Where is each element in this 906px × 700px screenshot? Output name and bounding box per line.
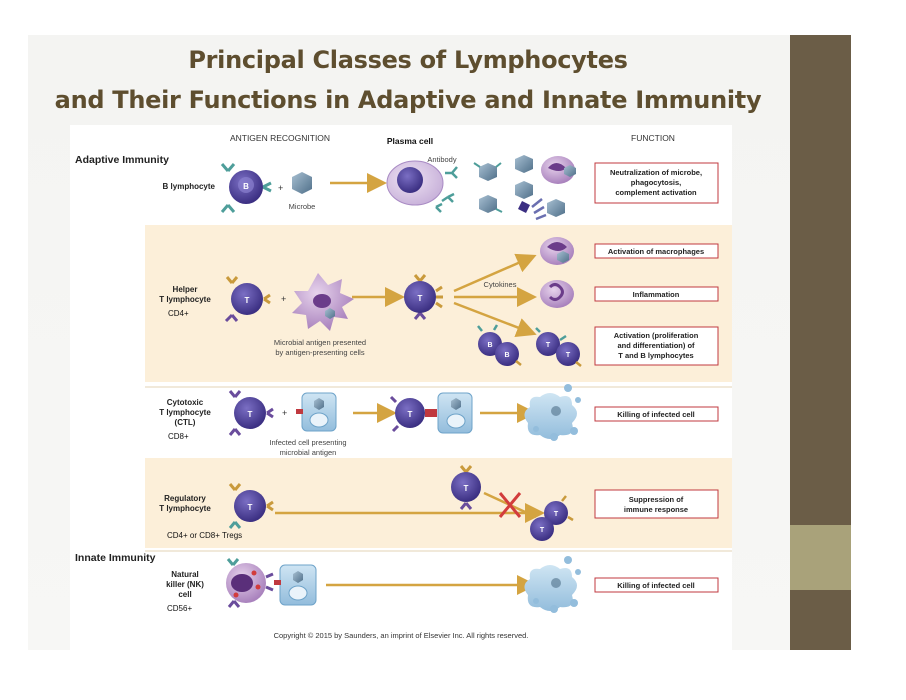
helper-label-line-2: T lymphocyte (159, 295, 211, 304)
treg-target-letter: T (464, 484, 469, 493)
helper-plus: + (281, 294, 286, 304)
ctl-marker: CD8+ (168, 432, 189, 441)
copyright-notice: Copyright © 2015 by Saunders, an imprint… (274, 631, 529, 640)
antibody-icons (435, 166, 458, 213)
b-microbe-label: Microbe (289, 202, 316, 211)
helper-function-3-line-3: T and B lymphocytes (618, 351, 693, 360)
helper-function-3-line-2: and differentiation) of (617, 341, 695, 350)
section-innate: Innate Immunity (75, 552, 156, 564)
treg-marker: CD4+ or CD8+ Tregs (167, 531, 242, 540)
helper-arrow-lymphocytes (453, 301, 537, 337)
helper-activated-letter: T (418, 294, 423, 303)
nk-function-box: Killing of infected cell (594, 577, 719, 593)
b-microbe (292, 172, 312, 194)
apc-caption-line-2: by antigen-presenting cells (275, 348, 364, 357)
nk-marker: CD56+ (167, 604, 192, 613)
helper-marker: CD4+ (168, 309, 189, 318)
helper-function-2: Inflammation (633, 290, 680, 299)
ctl-infected-caption-line-1: Infected cell presenting (269, 438, 346, 447)
nk-apoptotic-cell (524, 556, 581, 613)
helper-function-box-3: Activation (proliferation and differenti… (594, 326, 719, 366)
side-band-light (790, 525, 851, 590)
helper-cell-letter: T (245, 296, 250, 305)
ctl-conjugate: T (389, 392, 473, 434)
b-cell-letter: B (243, 182, 249, 191)
helper-b-letter-2: B (504, 352, 509, 359)
b-neutralized-microbes (473, 155, 533, 213)
helper-b-letter-1: B (487, 342, 492, 349)
treg-function-box: Suppression of immune response (594, 489, 719, 519)
helper-label-line-1: Helper (173, 285, 198, 294)
helper-function-3-line-1: Activation (proliferation (614, 331, 699, 340)
helper-t-cell: T (224, 276, 271, 323)
treg-cell: T (228, 483, 274, 529)
slide-title-line2: and Their Functions in Adaptive and Inna… (54, 86, 762, 114)
suppression-x-icon (498, 492, 522, 518)
ctl-label-line-1: Cytotoxic (167, 398, 204, 407)
b-lymphocyte-cell: B (220, 163, 272, 213)
b-function-line-2: phagocytosis, (631, 178, 681, 187)
ctl-label-line-2: T lymphocyte (159, 408, 211, 417)
inflammation-macrophage (540, 280, 574, 308)
apc-caption-line-1: Microbial antigen presented (274, 338, 366, 347)
ctl-infected-caption-line-2: microbial antigen (280, 448, 337, 457)
slide-title-line1: Principal Classes of Lymphocytes (188, 46, 628, 74)
side-band-dark-bottom (790, 590, 851, 650)
header-antigen-recognition: ANTIGEN RECOGNITION (230, 133, 330, 143)
b-function-line-1: Neutralization of microbe, (610, 168, 702, 177)
treg-label-line-1: Regulatory (164, 494, 206, 503)
helper-function-1: Activation of macrophages (608, 247, 704, 256)
helper-cytokines: Cytokines (484, 280, 517, 289)
nk-function: Killing of infected cell (617, 581, 695, 590)
helper-function-box-1: Activation of macrophages (594, 243, 719, 259)
treg-cell-letter: T (248, 503, 253, 512)
nk-infected-cell (274, 564, 317, 606)
b-complement (518, 198, 565, 221)
ctl-cell-letter: T (248, 410, 253, 419)
ctl-label-line-3: (CTL) (175, 418, 196, 427)
treg-suppressed-letter-2: T (540, 527, 545, 534)
side-band-dark-top (790, 35, 851, 525)
b-phagocyte (541, 156, 576, 184)
helper-arrow-macrophage (453, 253, 537, 293)
helper-t-letter-1: T (546, 342, 551, 349)
treg-suppressed-letter-1: T (554, 511, 559, 518)
b-antibody-label: Antibody (427, 155, 456, 164)
plasma-cell (386, 160, 444, 206)
treg-label-line-2: T lymphocyte (159, 504, 211, 513)
nk-label-line-2: killer (NK) (166, 580, 204, 589)
treg-function-line-1: Suppression of (629, 495, 684, 504)
header-function: FUNCTION (631, 133, 675, 143)
b-row-label: B lymphocyte (163, 182, 216, 191)
b-function-line-3: complement activation (615, 188, 697, 197)
helper-function-box-2: Inflammation (594, 286, 719, 302)
helper-t-letter-2: T (566, 352, 571, 359)
ctl-conjugate-letter: T (408, 410, 413, 419)
nk-label-line-1: Natural (171, 570, 199, 579)
b-function-box: Neutralization of microbe, phagocytosis,… (594, 162, 719, 204)
ctl-function-box: Killing of infected cell (594, 406, 719, 422)
b-plus: + (278, 183, 283, 193)
treg-suppressed-cells: T T (530, 495, 574, 541)
header-plasma-cell: Plasma cell (387, 136, 433, 146)
treg-target-t-cell: T (451, 465, 481, 510)
ctl-apoptotic-cell (524, 384, 581, 441)
activated-macrophage (540, 237, 574, 265)
lymphocyte-figure: ANTIGEN RECOGNITION Plasma cell FUNCTION… (70, 125, 732, 650)
helper-activated-t-cell: T (404, 274, 443, 320)
figure-svg: ANTIGEN RECOGNITION Plasma cell FUNCTION… (75, 133, 732, 640)
nk-label-line-3: cell (178, 590, 191, 599)
proliferating-lymphocytes: B B T T (477, 324, 582, 367)
nk-cell (226, 558, 274, 608)
ctl-plus: + (282, 408, 287, 418)
ctl-infected-cell (296, 392, 337, 432)
section-adaptive: Adaptive Immunity (75, 154, 169, 166)
treg-function-line-2: immune response (624, 505, 688, 514)
antigen-presenting-cell (292, 273, 354, 331)
ctl-cell: T (228, 390, 274, 436)
ctl-function: Killing of infected cell (617, 410, 695, 419)
